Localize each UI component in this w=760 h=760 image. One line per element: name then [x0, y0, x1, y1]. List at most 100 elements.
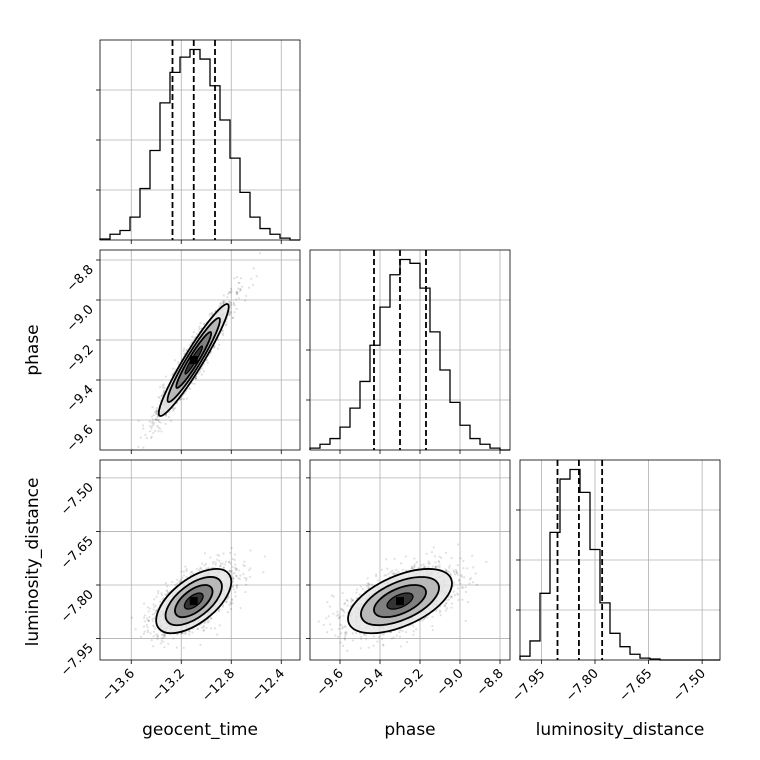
- sample-point: [188, 387, 192, 391]
- sample-point: [142, 632, 145, 635]
- sample-point: [235, 567, 238, 570]
- sample-point: [228, 603, 231, 606]
- hist-step-geocent_time: [99, 48, 300, 241]
- sample-point: [367, 646, 370, 649]
- sample-point: [157, 418, 160, 422]
- sample-point: [171, 372, 174, 375]
- sample-point: [236, 291, 239, 294]
- scatter-panel-phase-vs-geocent_time-contours: [157, 303, 230, 417]
- sample-point: [145, 617, 149, 620]
- sample-point: [239, 277, 243, 280]
- sample-point: [327, 615, 330, 618]
- sample-point: [202, 370, 206, 373]
- sample-point: [182, 397, 186, 401]
- sample-point: [182, 570, 185, 573]
- sample-point: [231, 565, 234, 568]
- sample-point: [227, 596, 230, 599]
- sample-point: [152, 635, 155, 638]
- sample-point: [235, 568, 238, 572]
- sample-point: [359, 632, 362, 635]
- sample-point: [156, 635, 159, 638]
- sample-point: [234, 590, 237, 594]
- sample-point: [155, 409, 158, 412]
- sample-point: [166, 589, 169, 592]
- sample-point: [139, 635, 142, 638]
- sample-point: [237, 287, 240, 290]
- sample-point: [188, 387, 191, 390]
- sample-point: [139, 436, 142, 439]
- sample-point: [145, 436, 148, 440]
- sample-point: [176, 578, 179, 581]
- sample-point: [404, 555, 407, 558]
- sample-point: [184, 632, 187, 635]
- sample-point: [229, 306, 232, 309]
- sample-point: [153, 605, 156, 608]
- density-peak: [189, 597, 198, 606]
- ytick-label-phase: −9.6: [64, 422, 97, 455]
- sample-point: [150, 639, 153, 642]
- sample-point: [222, 301, 225, 304]
- sample-point: [344, 630, 347, 634]
- sample-point: [162, 383, 165, 386]
- sample-point: [196, 627, 199, 630]
- sample-point: [188, 633, 191, 636]
- sample-point: [178, 580, 181, 583]
- sample-point: [162, 386, 165, 389]
- sample-point: [218, 624, 221, 627]
- sample-point: [161, 633, 164, 636]
- sample-point: [216, 347, 220, 350]
- hist-grid-phase: [310, 250, 510, 450]
- sample-point: [228, 301, 232, 304]
- sample-point: [464, 590, 468, 594]
- sample-point: [143, 620, 146, 623]
- sample-point: [222, 566, 225, 569]
- sample-point: [212, 560, 215, 563]
- sample-point: [160, 394, 163, 398]
- sample-point: [182, 347, 186, 350]
- sample-point: [152, 625, 155, 628]
- sample-point: [243, 564, 246, 568]
- sample-point: [234, 595, 237, 598]
- sample-point: [205, 567, 208, 570]
- sample-point: [155, 595, 158, 598]
- sample-point: [205, 626, 208, 629]
- sample-point: [456, 573, 459, 576]
- sample-point: [151, 613, 154, 616]
- sample-point: [202, 629, 205, 632]
- sample-point: [355, 631, 358, 635]
- sample-point: [227, 300, 231, 303]
- sample-point: [181, 397, 184, 401]
- sample-point: [237, 569, 240, 572]
- sample-point: [152, 630, 156, 633]
- sample-point: [173, 407, 177, 410]
- sample-point: [154, 604, 157, 607]
- sample-point: [154, 611, 157, 614]
- sample-point: [142, 625, 146, 628]
- sample-point: [161, 384, 164, 387]
- sample-point: [159, 642, 163, 645]
- sample-point: [230, 598, 234, 601]
- sample-point: [421, 619, 424, 622]
- hist-phase-frame: [309, 249, 511, 451]
- ytick-label-luminosity_distance: −7.65: [58, 534, 97, 573]
- sample-point: [237, 577, 240, 580]
- xtick-label-geocent_time: −12.8: [199, 666, 238, 705]
- sample-point: [401, 629, 404, 633]
- sample-point: [210, 627, 213, 630]
- sample-point: [164, 422, 167, 426]
- sample-point: [213, 345, 216, 348]
- sample-point: [198, 567, 202, 570]
- sample-point: [156, 633, 159, 636]
- sample-point: [231, 602, 234, 605]
- sample-point: [243, 299, 247, 302]
- sample-point: [202, 626, 205, 629]
- scatter-panel-luminosity_distance-vs-geocent_time: −13.6 −13.2 −12.8 −12.4−7.95−7.80−7.65−7.50: [58, 459, 301, 705]
- sample-point: [200, 373, 203, 376]
- sample-point: [202, 624, 205, 627]
- sample-point: [155, 411, 159, 414]
- sample-point: [366, 577, 369, 580]
- sample-point: [384, 558, 388, 561]
- sample-point: [221, 332, 224, 335]
- sample-point: [337, 617, 341, 620]
- sample-point: [194, 377, 197, 380]
